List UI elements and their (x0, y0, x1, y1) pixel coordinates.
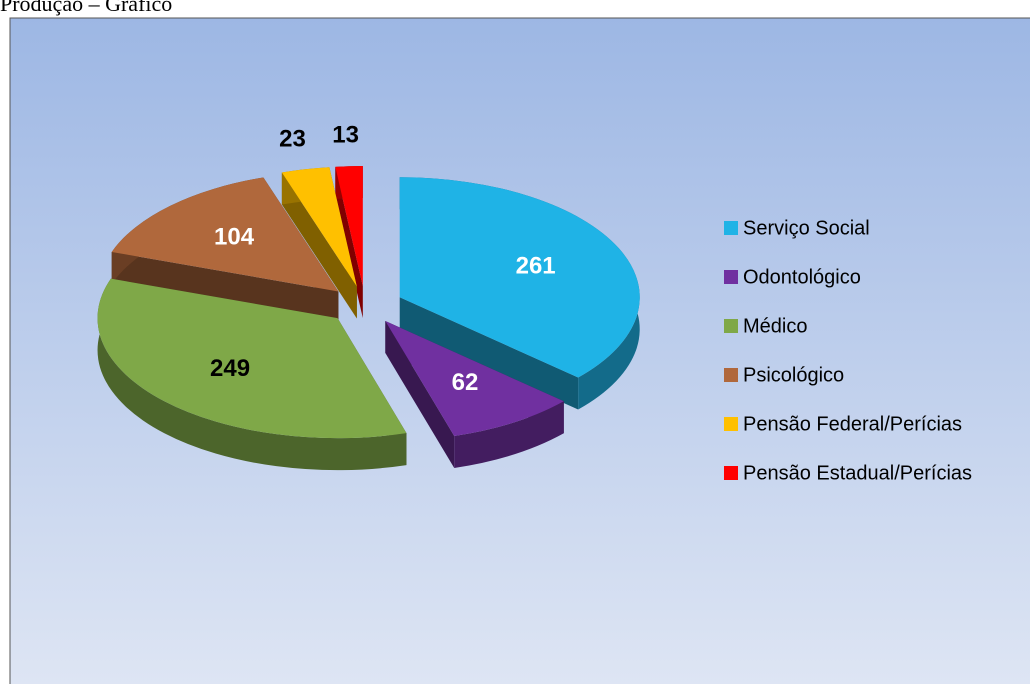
legend-swatch (724, 417, 738, 431)
legend-label: Pensão Federal/Perícias (743, 413, 962, 435)
legend-label: Médico (743, 315, 807, 337)
legend-label: Serviço Social (743, 217, 870, 239)
slice-wall (399, 297, 579, 410)
legend-label: Psicológico (743, 364, 844, 386)
legend-label: Odontológico (743, 266, 861, 288)
slice-wall (111, 251, 339, 324)
slice (97, 278, 407, 439)
slice-side (97, 278, 407, 471)
legend-swatch (724, 466, 738, 480)
data-label: 62 (452, 369, 479, 396)
slice (111, 177, 339, 292)
legend-swatch (724, 319, 738, 333)
slice (335, 166, 363, 287)
legend-label: Pensão Estadual/Perícias (743, 462, 972, 484)
data-label: 13 (332, 122, 359, 149)
slice-wall (335, 166, 363, 319)
slice-wall (281, 172, 357, 319)
data-label: 104 (214, 224, 255, 251)
chart-title: Produção – Gráfico (0, 0, 172, 16)
slice-side (454, 401, 564, 468)
slice-wall (385, 321, 455, 468)
slice (281, 167, 357, 287)
data-label: 23 (279, 125, 306, 152)
slice (385, 321, 564, 436)
data-label: 261 (516, 252, 556, 279)
legend-swatch (724, 221, 738, 235)
legend-swatch (724, 270, 738, 284)
slice (399, 177, 640, 378)
legend-swatch (724, 368, 738, 382)
data-label: 249 (210, 355, 250, 382)
